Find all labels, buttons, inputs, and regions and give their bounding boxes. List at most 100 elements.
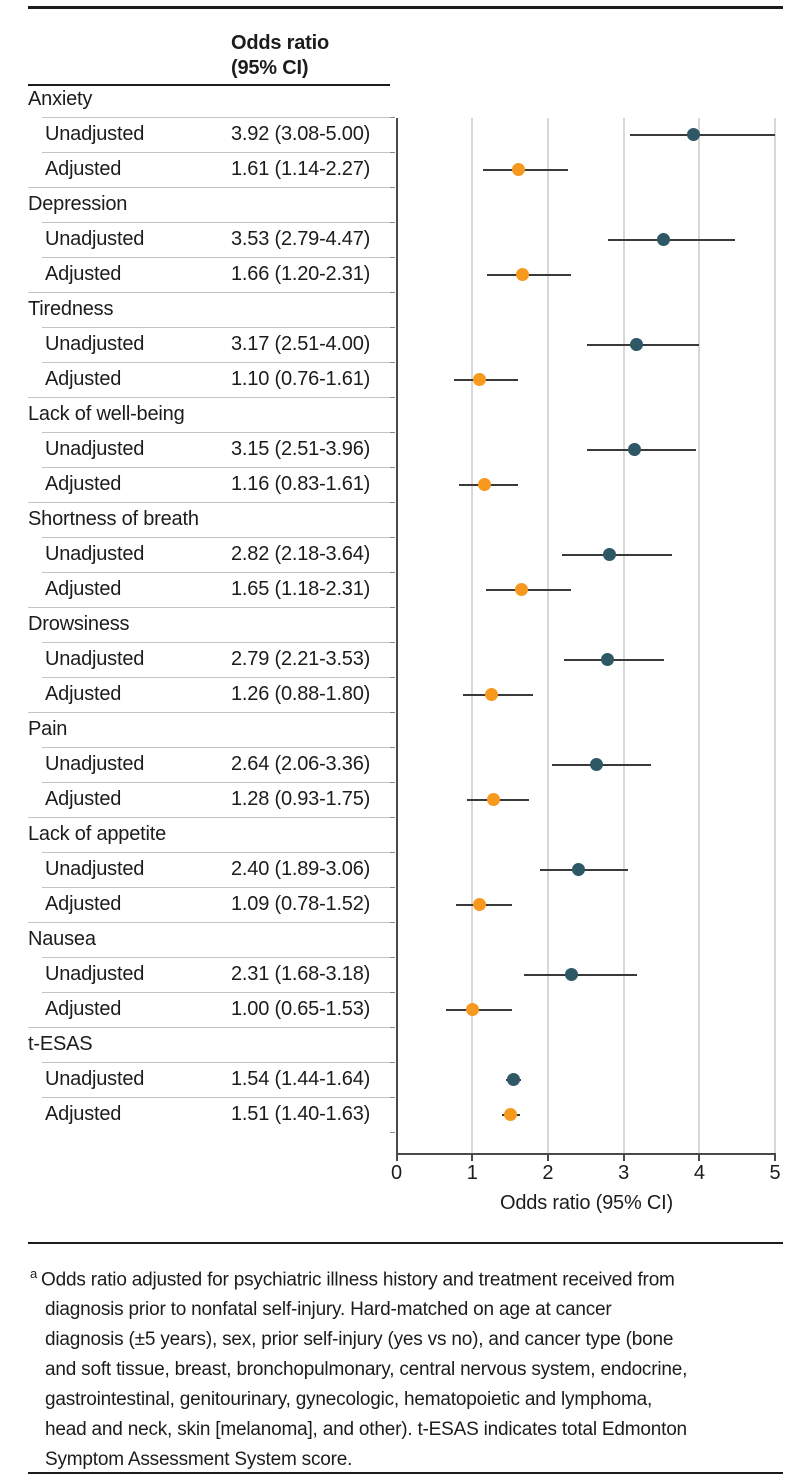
unadjusted-or-dot: [571, 863, 585, 876]
y-axis-tick: [390, 292, 395, 293]
y-axis-tick: [390, 782, 395, 783]
symptom-label: Lack of appetite: [28, 823, 167, 845]
model-label: Unadjusted: [45, 543, 145, 565]
symptom-label: Pain: [28, 718, 68, 740]
footnote-line: gastrointestinal, genitourinary, gynecol…: [45, 1389, 653, 1411]
y-axis-tick: [390, 1027, 395, 1028]
gridline: [622, 118, 625, 1153]
y-axis-tick: [390, 817, 395, 818]
model-label: Unadjusted: [45, 228, 145, 250]
footnote-line: diagnosis (±5 years), sex, prior self-in…: [45, 1329, 674, 1351]
row-divider: [42, 782, 390, 783]
symptom-label: Depression: [28, 193, 128, 215]
y-axis-tick: [390, 607, 395, 608]
row-divider: [42, 327, 390, 328]
or-value: 3.92 (3.08-5.00): [231, 123, 371, 145]
ci-line: [586, 448, 697, 451]
ci-line: [485, 588, 572, 591]
y-axis-tick: [390, 537, 395, 538]
footnote: a Odds ratio adjusted for psychiatric ill…: [30, 1259, 687, 1475]
y-axis-tick: [390, 327, 395, 328]
y-axis-tick: [390, 1062, 395, 1063]
model-label: Unadjusted: [45, 648, 145, 670]
adjusted-or-dot: [473, 373, 487, 386]
model-label: Unadjusted: [45, 858, 145, 880]
model-label: Adjusted: [45, 683, 122, 705]
y-axis-tick: [390, 1132, 395, 1133]
or-column-header-line2: (95% CI): [231, 57, 309, 79]
model-label: Unadjusted: [45, 753, 145, 775]
model-label: Unadjusted: [45, 1068, 145, 1090]
or-value: 2.64 (2.06-3.36): [231, 753, 371, 775]
section-divider: [28, 1027, 390, 1028]
adjusted-or-dot: [511, 163, 525, 176]
adjusted-or-dot: [472, 898, 486, 911]
section-divider: [28, 397, 390, 398]
footnote-line: head and neck, skin [melanoma], and othe…: [45, 1419, 687, 1441]
y-axis-tick: [390, 712, 395, 713]
symptom-label: Nausea: [28, 928, 96, 950]
gridline: [774, 118, 776, 1153]
ci-line: [561, 553, 673, 556]
row-divider: [42, 992, 390, 993]
row-divider: [42, 852, 390, 853]
row-divider: [42, 642, 390, 643]
adjusted-or-dot: [477, 478, 491, 491]
row-divider: [42, 747, 390, 748]
y-axis-tick: [390, 432, 395, 433]
y-axis-tick: [390, 117, 395, 118]
y-axis-tick: [390, 852, 395, 853]
or-value: 1.51 (1.40-1.63): [231, 1103, 371, 1125]
row-divider: [42, 537, 390, 538]
or-value: 1.28 (0.93-1.75): [231, 788, 371, 810]
or-value: 1.26 (0.88-1.80): [231, 683, 371, 705]
y-axis-line: [395, 118, 398, 1153]
x-axis-tick: [698, 1155, 701, 1161]
ci-line: [482, 168, 569, 171]
x-axis-tick: [395, 1155, 398, 1161]
y-axis-tick: [390, 642, 395, 643]
y-axis-tick: [390, 747, 395, 748]
or-value: 1.61 (1.14-2.27): [231, 158, 371, 180]
row-divider: [42, 572, 390, 573]
section-divider: [28, 922, 390, 923]
y-axis-tick: [390, 887, 395, 888]
bottom-rule: [28, 1472, 783, 1474]
or-value: 2.82 (2.18-3.64): [231, 543, 371, 565]
x-axis-line: [395, 1153, 776, 1155]
footnote-marker: a: [30, 1266, 38, 1281]
model-label: Unadjusted: [45, 438, 145, 460]
footnote-line: Symptom Assessment System score.: [45, 1449, 353, 1471]
or-value: 2.31 (1.68-3.18): [231, 963, 371, 985]
section-divider: [28, 607, 390, 608]
x-axis-label: Odds ratio (95% CI): [500, 1192, 673, 1214]
y-axis-tick: [390, 1097, 395, 1098]
x-axis-tick-label: 2: [542, 1162, 554, 1184]
y-axis-tick: [390, 397, 395, 398]
model-label: Unadjusted: [45, 123, 145, 145]
or-value: 1.66 (1.20-2.31): [231, 263, 371, 285]
model-label: Adjusted: [45, 1103, 122, 1125]
footnote-line: diagnosis prior to nonfatal self-injury.…: [45, 1299, 612, 1321]
top-rule: [28, 6, 783, 9]
x-axis-tick-label: 4: [693, 1162, 705, 1184]
y-axis-tick: [390, 187, 395, 188]
ci-line: [523, 973, 638, 976]
symptom-label: Drowsiness: [28, 613, 130, 635]
or-value: 1.10 (0.76-1.61): [231, 368, 371, 390]
y-axis-tick: [390, 922, 395, 923]
or-value: 1.16 (0.83-1.61): [231, 473, 371, 495]
model-label: Adjusted: [45, 158, 122, 180]
section-divider: [28, 187, 390, 188]
x-axis-tick-label: 3: [618, 1162, 630, 1184]
adjusted-or-dot: [465, 1003, 479, 1016]
y-axis-tick: [390, 572, 395, 573]
row-divider: [42, 467, 390, 468]
or-value: 1.00 (0.65-1.53): [231, 998, 371, 1020]
or-value: 1.09 (0.78-1.52): [231, 893, 371, 915]
or-value: 3.15 (2.51-3.96): [231, 438, 371, 460]
footnote-line: a Odds ratio adjusted for psychiatric ill…: [30, 1266, 675, 1291]
model-label: Adjusted: [45, 368, 122, 390]
ci-line: [487, 273, 572, 276]
ci-line: [629, 133, 775, 136]
